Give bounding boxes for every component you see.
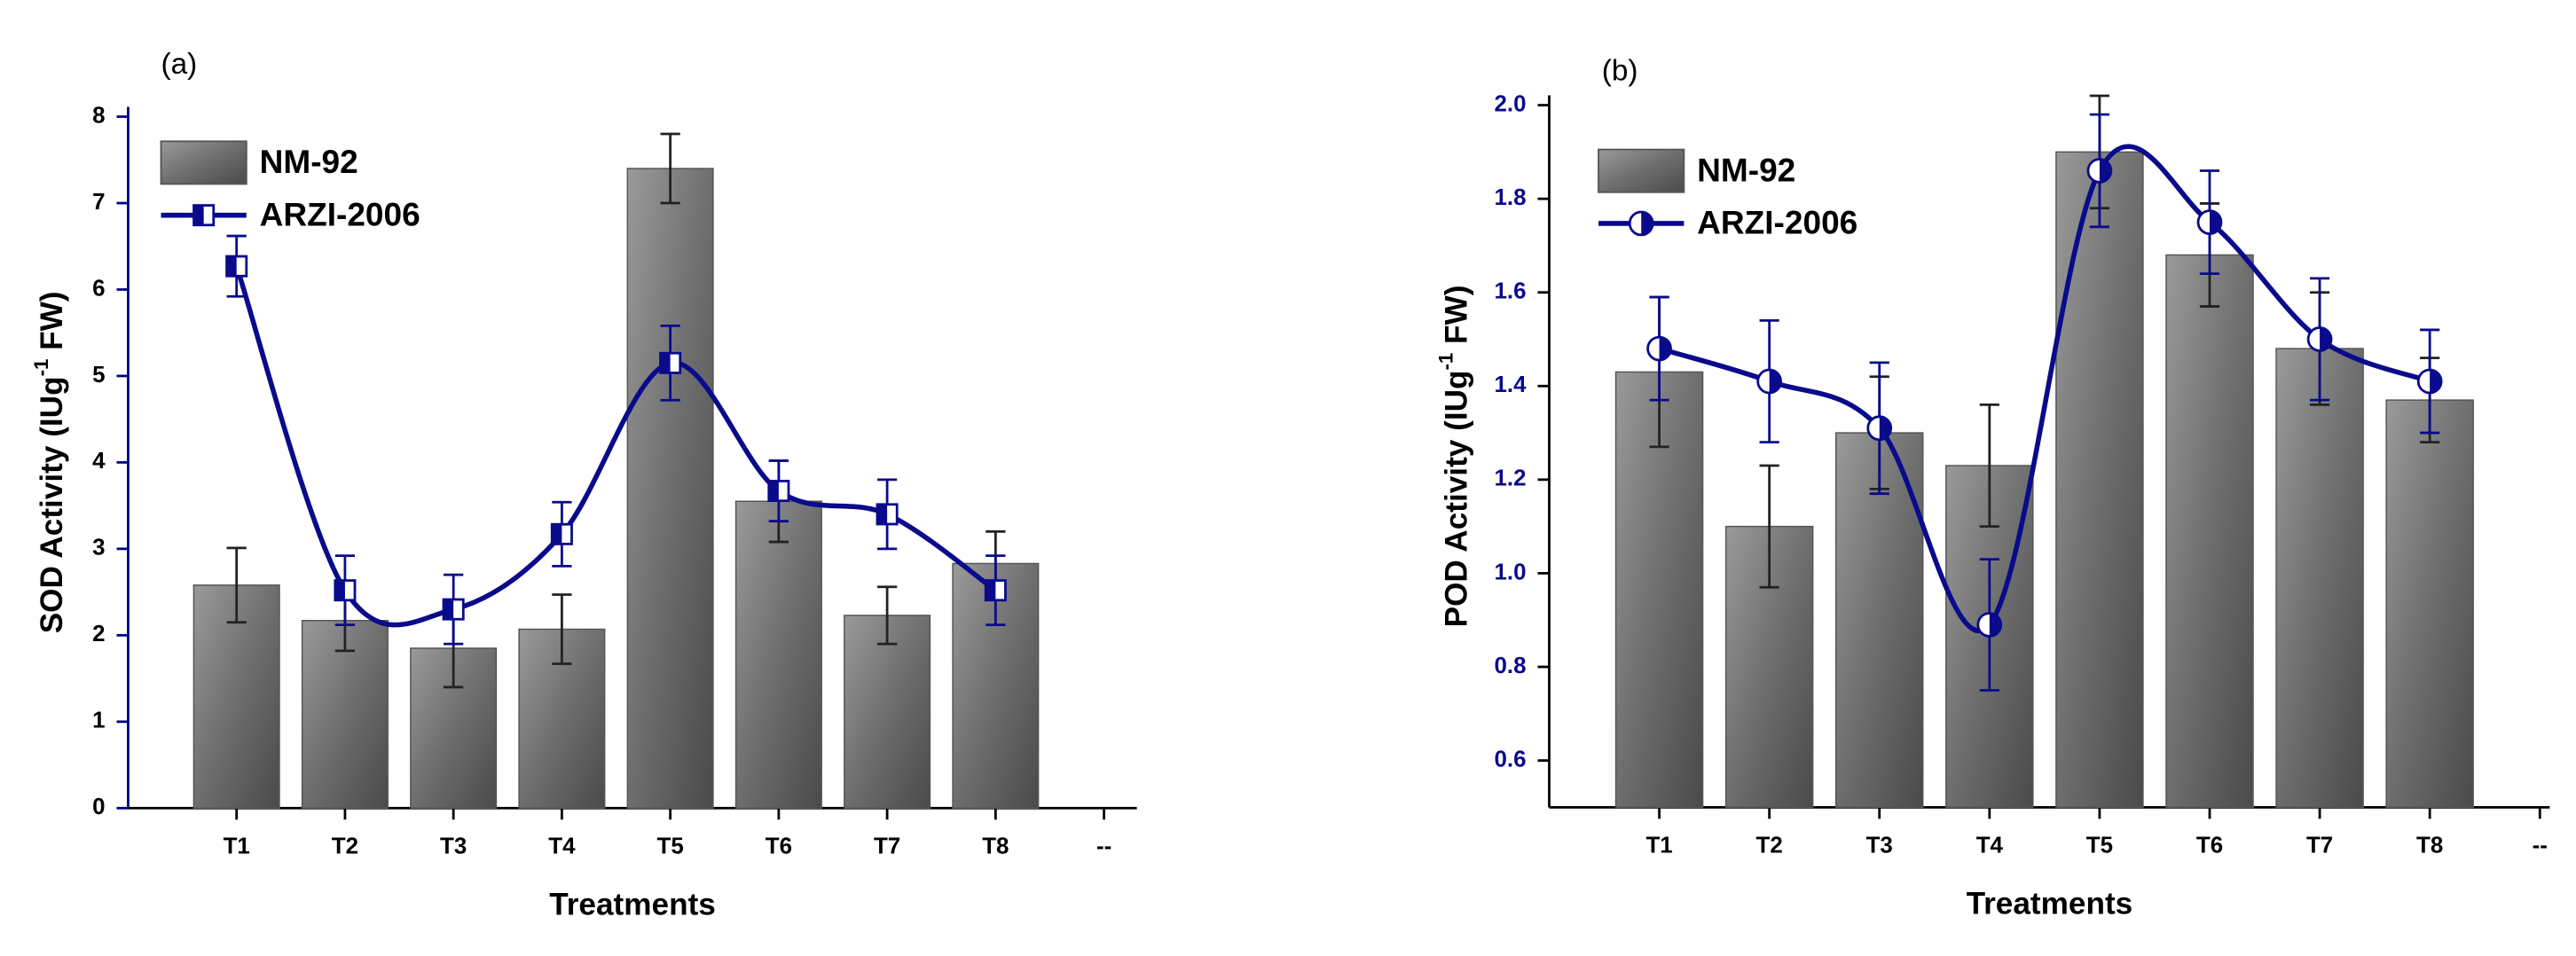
- y-tick-label: 1.6: [1495, 279, 1527, 304]
- y-tick-label: 5: [92, 363, 105, 388]
- marker-fill: [1879, 416, 1891, 440]
- y-tick-label: 6: [92, 276, 105, 301]
- bar: [2165, 254, 2254, 809]
- panel-label: (b): [1602, 54, 1638, 87]
- y-axis-label-part: SOD Activity (IUg: [35, 376, 69, 633]
- marker-fill: [2209, 210, 2221, 234]
- y-tick-label: 7: [92, 190, 105, 215]
- error-bar: [660, 132, 680, 205]
- marker-fill: [1769, 370, 1781, 393]
- y-axis-label-part: FW): [35, 291, 69, 358]
- marker-fill: [986, 580, 996, 600]
- marker-fill: [1989, 613, 2001, 637]
- marker-fill: [226, 256, 237, 277]
- x-axis-label: Treatments: [1967, 887, 2133, 921]
- y-tick-label: 8: [92, 103, 105, 128]
- x-tick-label: T3: [1866, 834, 1893, 858]
- x-tick-label: T4: [1976, 834, 2004, 858]
- legend-swatch: [1598, 148, 1685, 193]
- x-tick-label: T8: [2416, 834, 2443, 858]
- y-tick-label: 1.0: [1495, 560, 1527, 584]
- legend-swatch: [160, 140, 247, 185]
- x-tick-label: T7: [874, 835, 900, 859]
- x-tick-label: --: [1096, 835, 1111, 859]
- bar: [1834, 432, 1924, 809]
- error-bar: [876, 585, 898, 646]
- y-axis-label: POD Activity (IUg-1 FW): [1435, 286, 1474, 628]
- legend-label: ARZI-2006: [260, 195, 420, 232]
- marker-fill: [660, 353, 671, 373]
- bar: [2055, 151, 2144, 809]
- bar: [844, 615, 931, 810]
- marker-fill: [444, 599, 454, 620]
- chart: (a) 0 1 2 3 4 5 6 7 8 T1 T2 T3 T4 T5 T6 T7 T8 -- Treatments…: [30, 48, 1137, 922]
- bar: [518, 628, 606, 810]
- x-tick-label: T1: [1645, 834, 1672, 858]
- legend-label: NM-92: [260, 143, 358, 180]
- marker-fill: [876, 504, 888, 524]
- error-bar: [552, 593, 572, 665]
- y-tick-label: 0.6: [1495, 747, 1527, 772]
- marker-fill: [2430, 370, 2442, 393]
- x-tick-label: T6: [766, 835, 792, 859]
- x-tick-label: T5: [657, 835, 684, 859]
- bar: [734, 500, 822, 810]
- marker-fill: [193, 205, 204, 225]
- y-axis-label-part: -1: [30, 359, 52, 377]
- error-bar: [1979, 404, 1999, 529]
- error-bar: [226, 546, 247, 624]
- marker-fill: [334, 580, 345, 600]
- legend-label: ARZI-2006: [1697, 204, 1857, 241]
- x-tick-label: T3: [440, 835, 467, 859]
- x-axis-label: Treatments: [549, 888, 716, 922]
- x-tick-label: T7: [2306, 834, 2333, 858]
- y-tick-label: 1: [92, 709, 105, 733]
- line: [234, 265, 997, 628]
- line: [1658, 144, 2431, 633]
- x-tick-label: T4: [548, 835, 576, 859]
- x-tick-label: --: [2533, 834, 2548, 858]
- bar: [2385, 399, 2474, 809]
- x-tick-label: T8: [982, 835, 1009, 859]
- x-tick-label: T6: [2196, 834, 2223, 858]
- chart: (b) 0.6 0.8 1.0 1.2 1.4 1.6 1.8 2.0 T1 T2 T3 T4 T5 T6 T…: [1435, 54, 2550, 921]
- y-tick-label: 3: [92, 536, 105, 560]
- y-tick-label: 1.4: [1495, 372, 1528, 397]
- y-tick-label: 2: [92, 622, 105, 646]
- marker-fill: [1641, 211, 1653, 235]
- y-tick-label: 1.2: [1495, 466, 1527, 491]
- x-tick-label: T2: [1756, 834, 1783, 858]
- y-axis-label: SOD Activity (IUg-1 FW): [30, 291, 69, 633]
- marker-fill: [768, 481, 779, 501]
- x-tick-label: T1: [224, 835, 250, 859]
- y-tick-label: 4: [92, 449, 106, 474]
- y-tick-label: 0.8: [1495, 654, 1527, 678]
- y-axis-label-part: FW): [1440, 286, 1474, 353]
- x-tick-label: T5: [2086, 834, 2113, 858]
- y-axis-label-part: POD Activity (IUg: [1440, 370, 1474, 627]
- bar: [626, 168, 714, 810]
- y-tick-label: 1.8: [1495, 185, 1527, 210]
- marker-fill: [1659, 337, 1671, 361]
- error-bar: [1759, 464, 1779, 589]
- marker-fill: [552, 524, 562, 545]
- legend-label: NM-92: [1697, 151, 1795, 188]
- marker-fill: [2320, 327, 2332, 351]
- x-tick-label: T2: [332, 835, 358, 859]
- bar: [2275, 348, 2364, 809]
- y-axis-label-part: -1: [1435, 353, 1457, 371]
- panel-label: (a): [161, 48, 198, 81]
- y-tick-label: 2.0: [1495, 91, 1527, 116]
- y-tick-label: 0: [92, 795, 105, 819]
- marker-fill: [2099, 159, 2111, 183]
